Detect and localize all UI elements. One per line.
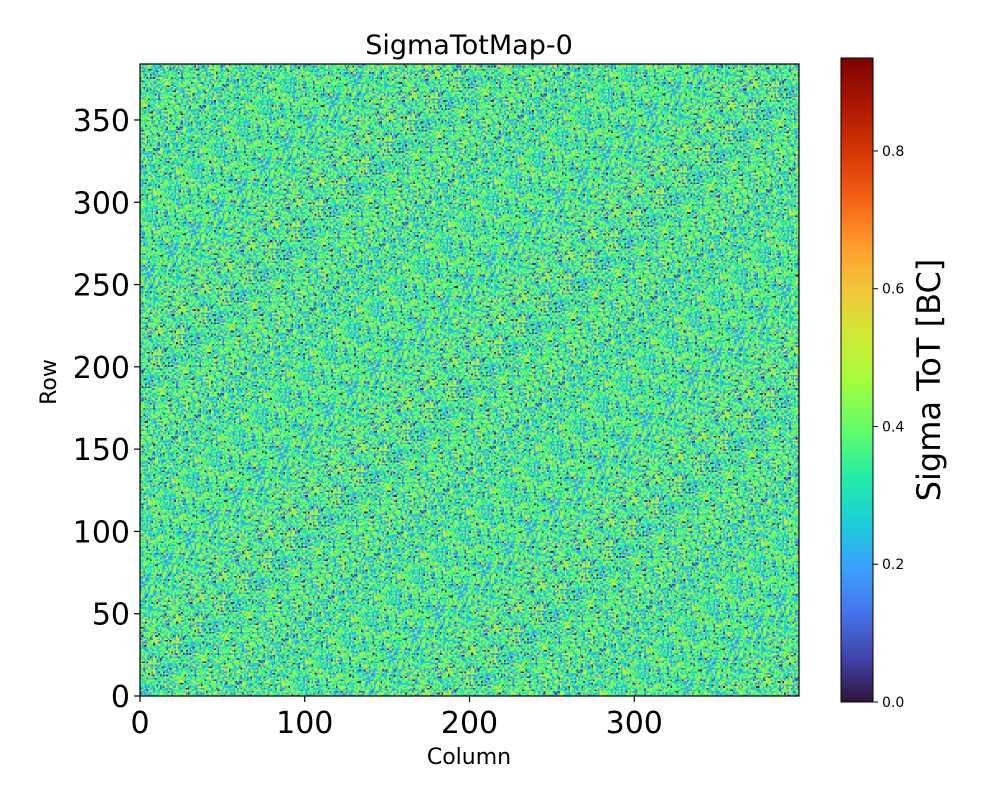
colorbar-tick-label: 0.6 <box>882 282 904 298</box>
y-tick-label: 300 <box>73 186 130 221</box>
heatmap <box>139 63 800 697</box>
colorbar-tick-label: 0.8 <box>882 144 904 160</box>
chart-title: SigmaTotMap-0 <box>365 30 573 61</box>
colorbar-gradient <box>840 57 874 703</box>
y-tick-label: 150 <box>73 433 130 468</box>
colorbar-label: Sigma ToT [BC] <box>910 259 948 502</box>
y-tick-label: 0 <box>111 680 130 715</box>
colorbar-tick-label: 0.2 <box>882 557 904 573</box>
y-tick-label: 200 <box>73 351 130 386</box>
x-axis-label: Column <box>427 745 511 770</box>
colorbar-tick-label: 0.4 <box>882 419 904 435</box>
y-tick-label: 100 <box>73 515 130 550</box>
colorbar: 0.0 0.2 0.4 0.6 0.8 Sigma ToT [BC] <box>840 57 948 711</box>
y-axis-label: Row <box>37 359 62 405</box>
x-tick-label: 200 <box>441 706 498 741</box>
colorbar-ticks: 0.0 0.2 0.4 0.6 0.8 <box>873 144 904 711</box>
x-tick-label: 0 <box>130 706 149 741</box>
x-tick-label: 300 <box>606 706 663 741</box>
heatmap-canvas <box>140 64 799 696</box>
x-axis: 0 100 200 300 <box>130 696 663 741</box>
y-tick-label: 50 <box>92 598 130 633</box>
colorbar-tick-label: 0.0 <box>882 695 904 711</box>
y-axis: 0 50 100 150 200 250 300 350 <box>73 104 140 715</box>
y-tick-label: 350 <box>73 104 130 139</box>
y-tick-label: 250 <box>73 269 130 304</box>
x-tick-label: 100 <box>276 706 333 741</box>
